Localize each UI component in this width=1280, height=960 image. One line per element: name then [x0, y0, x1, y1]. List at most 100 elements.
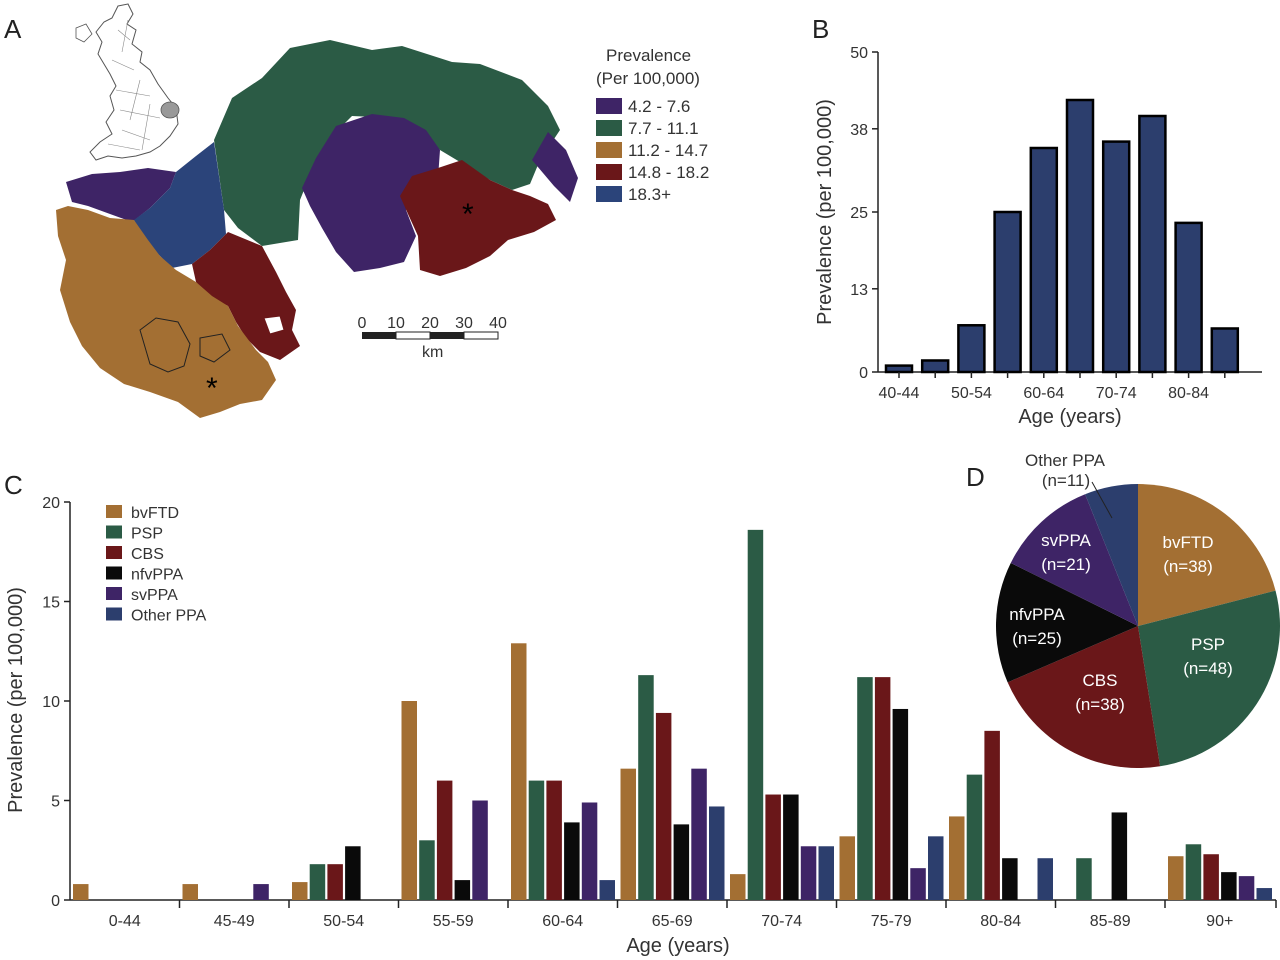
chart-b-x-tick-label: 40-44 [879, 385, 920, 402]
map-legend-label: 11.2 - 14.7 [628, 141, 708, 160]
chart-b-bar-55-59 [993, 210, 1022, 374]
chart-b-x-tick-label: 50-54 [951, 385, 992, 402]
panel-label-b: B [812, 14, 829, 44]
syndrome-prevalence-chart: 0 5 10 15 20 0-44 45-49 50-54 55-59 60-64 65-69 70… [5, 495, 1277, 957]
panel-label-d: D [966, 462, 985, 492]
chart-c-bar-bvftd-65-69 [620, 768, 636, 900]
syndrome-pie-chart: bvFTD (n=38) PSP (n=48) CBS (n=38) nfvPPA (n=25… [995, 451, 1280, 768]
map-district-outline [139, 317, 231, 373]
chart-c-bar-psp-70-74 [747, 529, 764, 900]
chart-c-x-tick-label: 45-49 [214, 913, 255, 930]
chart-c-bar-bvftd-70-74 [730, 874, 746, 900]
chart-c-bar-bvftd-80-84 [949, 816, 965, 900]
chart-c-bar-other-ppa-90+ [1256, 888, 1272, 900]
chart-c-bar-svppa-75-79 [910, 868, 926, 900]
chart-b-bar-50-54 [957, 324, 986, 374]
chart-c-bar-other-ppa-65-69 [709, 806, 725, 900]
chart-c-bar-nfvppa-55-59 [454, 880, 471, 900]
chart-c-bar-nfvppa-75-79 [892, 708, 909, 900]
chart-c-x-tick-label: 55-59 [433, 913, 474, 930]
chart-c-bar-cbs-90+ [1203, 854, 1219, 900]
chart-b-y-label: Prevalence (per 100,000) [814, 99, 836, 325]
chart-c-bar-psp-65-69 [638, 675, 654, 900]
map-legend-swatch [596, 120, 622, 136]
chart-c-bar-svppa-60-64 [581, 802, 598, 900]
map-region-tan [56, 206, 276, 418]
chart-c-bar-cbs-75-79 [874, 677, 891, 900]
pie-label-name: Other PPA [1025, 451, 1106, 470]
chart-c-bar-nfvppa-80-84 [1002, 858, 1018, 900]
map-legend-swatch [596, 142, 622, 158]
chart-b-x-tick-label: 60-64 [1023, 385, 1064, 402]
chart-c-legend-swatch [106, 587, 122, 600]
scale-tick-label: 40 [489, 315, 507, 332]
chart-c-bar-svppa-45-49 [253, 884, 269, 900]
chart-b-x-tick-label: 80-84 [1168, 385, 1209, 402]
chart-c-bar-svppa-65-69 [691, 768, 707, 900]
chart-c-legend-label: PSP [131, 526, 163, 543]
chart-b-bar-70-74 [1101, 140, 1131, 374]
map-region-purple-east [532, 132, 578, 202]
map-legend: Prevalence (Per 100,000) 4.2 - 7.6 7.7 - … [596, 46, 709, 204]
chart-c-x-tick-label: 65-69 [652, 913, 693, 930]
pie-slice-cbs [1007, 626, 1161, 768]
chart-c-bar-cbs-65-69 [655, 712, 672, 900]
chart-b-bar-65-69 [1065, 98, 1095, 374]
map-legend-swatch [596, 98, 622, 114]
map-region-purple-central [302, 114, 440, 272]
pie-label-name: CBS [1083, 671, 1118, 690]
map-region-green [214, 40, 560, 246]
chart-b-bar-60-64 [1029, 146, 1059, 374]
chart-b-bar-80-84 [1174, 221, 1203, 374]
chart-c-bar-nfvppa-60-64 [564, 822, 580, 900]
chart-c-y-tick-label: 10 [42, 694, 60, 711]
scale-tick-label: 30 [455, 315, 473, 332]
chart-c-bar-cbs-55-59 [436, 780, 453, 900]
chart-c-bar-nfvppa-50-54 [345, 846, 361, 900]
pie-label-name: nfvPPA [1009, 605, 1065, 624]
chart-b-y-tick-label: 38 [850, 122, 868, 139]
chart-c-bar-psp-85-89 [1076, 858, 1092, 900]
pie-label-name: svPPA [1041, 531, 1091, 550]
pie-label-count: (n=25) [1012, 629, 1062, 648]
scale-tick-label: 20 [421, 315, 439, 332]
chart-c-bar-bvftd-75-79 [839, 836, 855, 900]
map-legend-label: 14.8 - 18.2 [628, 163, 709, 182]
chart-c-bar-nfvppa-70-74 [783, 794, 799, 900]
chart-c-bar-other-ppa-70-74 [818, 846, 834, 900]
chart-c-x-tick-label: 0-44 [109, 913, 141, 930]
chart-c-legend-label: Other PPA [131, 608, 207, 625]
pie-slice-other-ppa [1085, 484, 1138, 626]
chart-c-bar-psp-55-59 [419, 840, 435, 900]
chart-c-y-label: Prevalence (per 100,000) [5, 587, 27, 813]
chart-c-x-tick-label: 60-64 [542, 913, 583, 930]
chart-c-x-tick-label: 50-54 [323, 913, 364, 930]
chart-c-bar-other-ppa-75-79 [928, 836, 944, 900]
map-legend-title: Prevalence [606, 46, 691, 65]
pie-slice-nfvppa [995, 562, 1138, 683]
chart-c-legend-swatch [106, 525, 122, 539]
map-scale-bar: 0 10 20 30 40 km [358, 315, 507, 361]
chart-c-legend-swatch [106, 505, 122, 518]
chart-c-y-tick-label: 15 [42, 595, 60, 612]
panel-label-a: A [4, 14, 22, 44]
chart-b-y-tick-label: 50 [850, 45, 868, 62]
pie-slice-svppa [1010, 494, 1138, 626]
chart-c-x-tick-label: 80-84 [980, 913, 1021, 930]
other-ppa-leader-line [1091, 481, 1113, 519]
uk-inset-map [75, 3, 180, 161]
chart-c-legend-label: bvFTD [131, 505, 179, 522]
chart-c-bar-bvftd-50-54 [292, 882, 308, 900]
chart-c-bar-psp-60-64 [528, 780, 545, 900]
chart-b-y-tick-label: 13 [850, 282, 868, 299]
chart-c-bar-psp-90+ [1185, 844, 1202, 900]
chart-b-x-tick-label: 70-74 [1096, 385, 1137, 402]
chart-c-x-tick-label: 70-74 [761, 913, 802, 930]
pie-label-count: (n=11) [1042, 471, 1090, 490]
chart-b-bar-85+ [1210, 327, 1240, 374]
pie-label-name: PSP [1191, 635, 1225, 654]
chart-c-bar-psp-80-84 [966, 774, 983, 900]
chart-c-bar-cbs-60-64 [546, 780, 562, 900]
chart-c-bar-psp-50-54 [309, 864, 326, 900]
